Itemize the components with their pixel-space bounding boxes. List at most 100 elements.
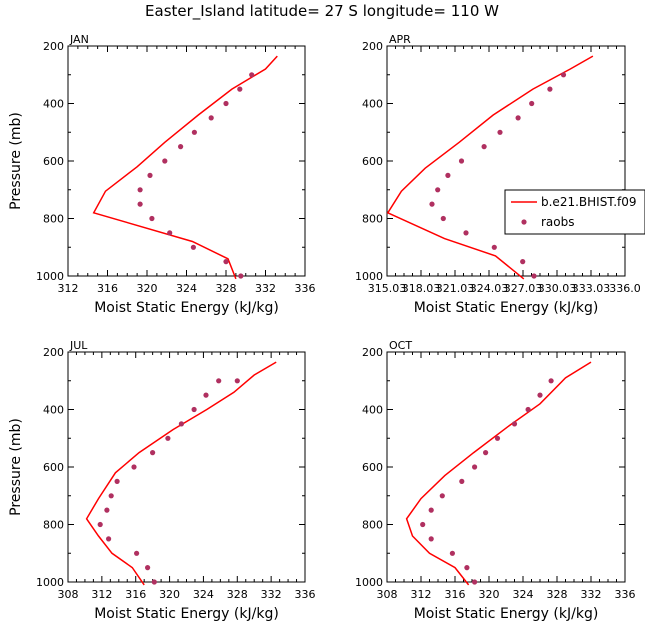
panel-label: JAN <box>69 33 89 46</box>
legend-box <box>504 189 645 235</box>
x-tick-label: 330.03 <box>538 282 577 295</box>
raobs-point <box>150 450 156 456</box>
y-tick-label: 1000 <box>355 270 383 283</box>
raobs-point <box>481 144 487 150</box>
panel-label: APR <box>389 33 411 46</box>
y-tick-label: 600 <box>362 461 383 474</box>
x-tick-label: 324 <box>513 588 534 601</box>
y-tick-label: 400 <box>362 98 383 111</box>
raobs-point <box>463 230 469 236</box>
y-tick-label: 800 <box>362 213 383 226</box>
raobs-point <box>237 86 243 92</box>
y-tick-label: 1000 <box>355 576 383 589</box>
raobs-point <box>560 72 567 78</box>
y-tick-label: 800 <box>43 519 64 532</box>
x-tick-label: 324.03 <box>470 282 509 295</box>
y-tick-label: 200 <box>362 40 383 53</box>
raobs-point <box>491 244 497 250</box>
raobs-point <box>537 392 543 398</box>
raobs-point <box>234 378 240 384</box>
legend-label: raobs <box>541 215 575 229</box>
x-axis-label: Moist Static Energy (kJ/kg) <box>94 300 279 316</box>
legend-marker-swatch <box>521 219 527 225</box>
raobs-point <box>449 550 455 556</box>
raobs-point <box>529 100 535 107</box>
raobs-point <box>459 478 465 484</box>
x-tick-label: 336 <box>295 282 316 295</box>
raobs-point <box>429 201 435 207</box>
x-tick-label: 328 <box>216 282 237 295</box>
raobs-point <box>97 521 103 528</box>
raobs-point <box>494 435 501 441</box>
x-tick-label: 324 <box>193 588 214 601</box>
raobs-point <box>223 100 229 107</box>
y-tick-label: 600 <box>362 155 383 168</box>
raobs-point <box>137 187 143 193</box>
y-tick-label: 200 <box>43 346 64 359</box>
y-tick-label: 800 <box>362 519 383 532</box>
model-line <box>405 361 592 586</box>
raobs-point <box>208 115 214 121</box>
raobs-point <box>249 72 255 78</box>
plot-frame <box>386 351 626 583</box>
raobs-point <box>131 464 137 470</box>
raobs-point <box>472 579 478 585</box>
plot-frame <box>386 45 626 277</box>
raobs-point <box>106 536 112 542</box>
panel-label: JUL <box>69 339 88 352</box>
raobs-point <box>191 129 197 135</box>
x-tick-label: 316 <box>445 588 466 601</box>
raobs-point <box>464 565 470 571</box>
x-tick-label: 308 <box>377 588 398 601</box>
y-tick-label: 400 <box>43 404 64 417</box>
x-tick-label: 333.03 <box>572 282 611 295</box>
raobs-point <box>108 493 114 499</box>
x-tick-label: 327.03 <box>504 282 543 295</box>
x-tick-label: 336 <box>615 588 636 601</box>
x-tick-label: 320 <box>159 588 180 601</box>
x-axis-label: Moist Static Energy (kJ/kg) <box>414 606 599 622</box>
model-line <box>85 361 277 586</box>
y-tick-label: 400 <box>43 98 64 111</box>
raobs-point <box>515 115 521 121</box>
model-line <box>386 55 594 280</box>
model-line <box>92 55 278 280</box>
x-tick-label: 328 <box>227 588 248 601</box>
x-tick-label: 336 <box>295 588 316 601</box>
raobs-point <box>203 392 209 398</box>
raobs-point <box>134 550 140 556</box>
raobs-point <box>547 86 553 92</box>
x-tick-label: 316 <box>97 282 118 295</box>
raobs-point <box>178 144 184 150</box>
panel-label: OCT <box>389 339 412 352</box>
raobs-point <box>104 507 110 513</box>
raobs-point <box>472 464 478 470</box>
raobs-point <box>238 273 244 279</box>
x-tick-label: 316 <box>125 588 146 601</box>
y-axis-label: Pressure (mb) <box>8 418 24 516</box>
x-tick-label: 312 <box>91 588 112 601</box>
x-tick-label: 312 <box>411 588 432 601</box>
panels: JAN 312 316 320 324 328 332 336 200 400 600 800 1000… <box>8 33 645 622</box>
raobs-point <box>223 259 229 265</box>
raobs-point <box>167 230 173 236</box>
x-tick-label: 320 <box>479 588 500 601</box>
panel-apr: APR315.03318.03321.03324.03327.03330.033… <box>355 33 645 316</box>
panel-oct: OCT 308 312 316 320 324 328 332 336 200 400 600 800 1… <box>355 339 636 622</box>
y-tick-label: 600 <box>43 155 64 168</box>
raobs-point <box>445 172 451 178</box>
x-tick-label: 320 <box>137 282 158 295</box>
raobs-point <box>511 421 518 427</box>
raobs-point <box>440 215 446 222</box>
raobs-point <box>428 536 434 542</box>
x-tick-label: 332 <box>255 282 276 295</box>
plot-frame <box>67 351 306 583</box>
panel-jul: JUL 308 312 316 320 324 328 332 336 200 400 600 800 1… <box>8 339 316 622</box>
x-tick-label: 332 <box>261 588 282 601</box>
raobs-point <box>137 201 143 207</box>
raobs-point <box>435 187 441 193</box>
figure-title: Easter_Island latitude= 27 S longitude= … <box>145 2 499 21</box>
raobs-point <box>151 579 157 585</box>
raobs-point <box>114 478 120 484</box>
